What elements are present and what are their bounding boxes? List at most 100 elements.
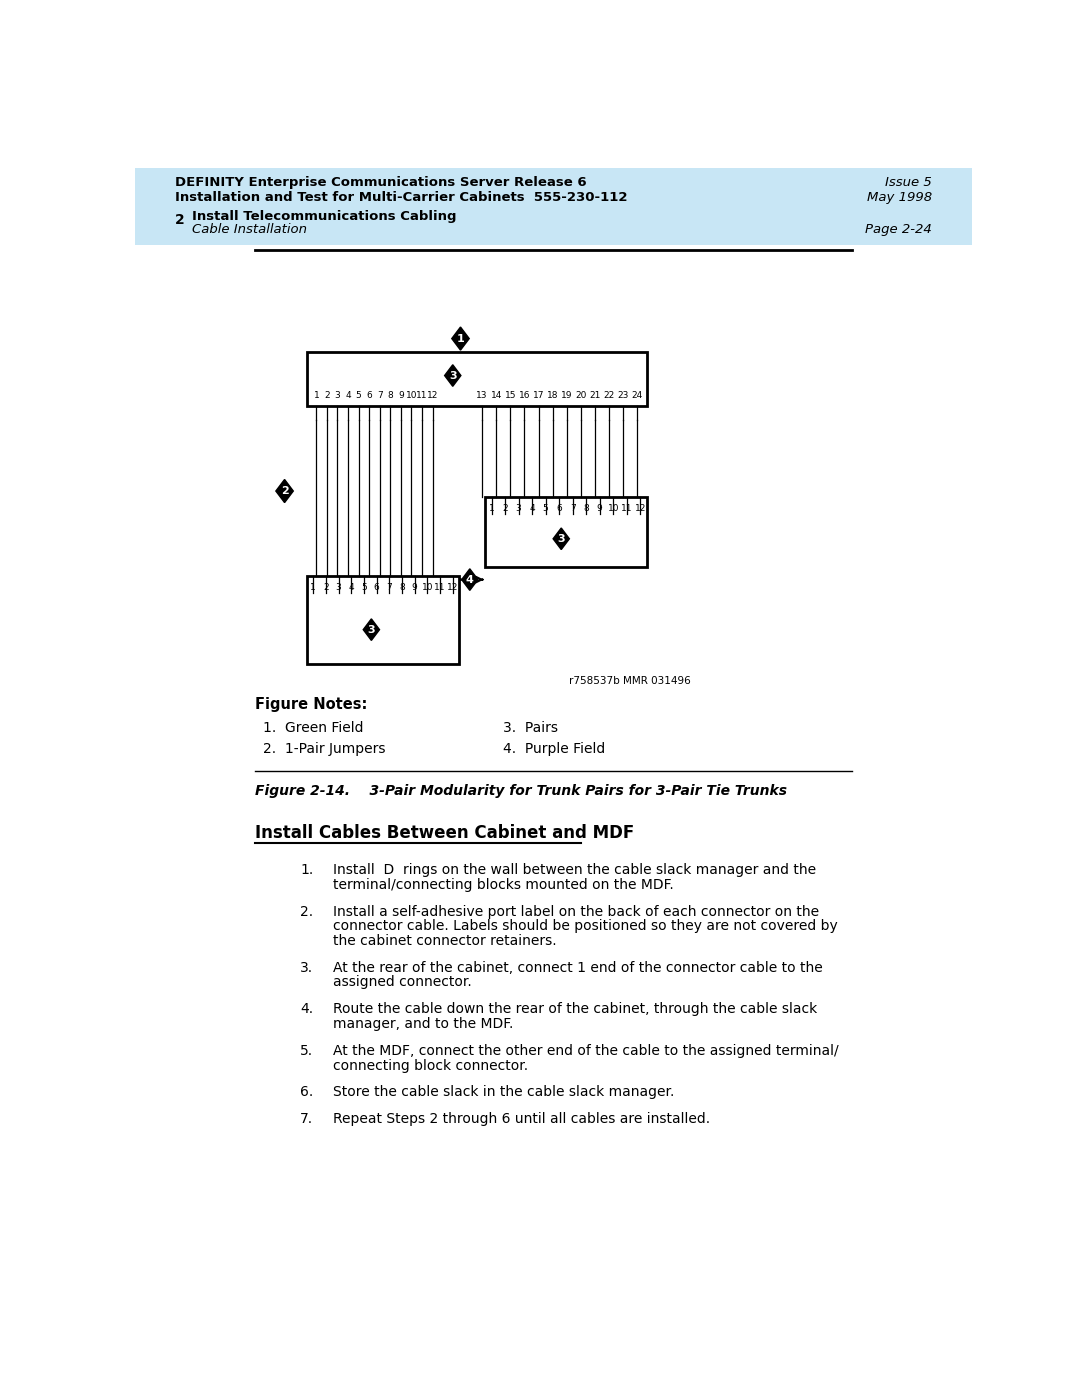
Text: 11: 11 bbox=[621, 504, 633, 513]
Text: 5: 5 bbox=[543, 504, 549, 513]
Text: Page 2-24: Page 2-24 bbox=[865, 222, 932, 236]
Text: Figure 2-14.    3-Pair Modularity for Trunk Pairs for 3-Pair Tie Trunks: Figure 2-14. 3-Pair Modularity for Trunk… bbox=[255, 784, 787, 799]
Text: 9: 9 bbox=[597, 504, 603, 513]
Text: 9: 9 bbox=[399, 391, 404, 400]
Text: r758537b MMR 031496: r758537b MMR 031496 bbox=[569, 676, 691, 686]
Text: 5: 5 bbox=[355, 391, 362, 400]
Text: 7: 7 bbox=[387, 583, 392, 592]
Text: connector cable. Labels should be positioned so they are not covered by: connector cable. Labels should be positi… bbox=[333, 919, 837, 933]
Text: 12: 12 bbox=[427, 391, 438, 400]
Text: 6: 6 bbox=[556, 504, 562, 513]
Text: Repeat Steps 2 through 6 until all cables are installed.: Repeat Steps 2 through 6 until all cable… bbox=[333, 1112, 710, 1126]
Text: 4: 4 bbox=[349, 583, 354, 592]
Text: 2: 2 bbox=[175, 212, 185, 226]
Text: 7: 7 bbox=[377, 391, 382, 400]
Text: 3: 3 bbox=[336, 583, 341, 592]
Text: 3: 3 bbox=[449, 370, 457, 380]
Text: 12: 12 bbox=[635, 504, 646, 513]
Polygon shape bbox=[461, 569, 478, 591]
Text: 10: 10 bbox=[607, 504, 619, 513]
Bar bbox=[307, 576, 459, 665]
Text: connecting block connector.: connecting block connector. bbox=[333, 1059, 528, 1073]
Text: Install  D  rings on the wall between the cable slack manager and the: Install D rings on the wall between the … bbox=[333, 863, 815, 877]
Text: 20: 20 bbox=[576, 391, 586, 400]
Text: 4: 4 bbox=[529, 504, 535, 513]
Text: 21: 21 bbox=[590, 391, 600, 400]
Text: 6.: 6. bbox=[300, 1085, 313, 1099]
Text: 3: 3 bbox=[335, 391, 340, 400]
Text: Install Cables Between Cabinet and MDF: Install Cables Between Cabinet and MDF bbox=[255, 824, 634, 842]
Text: 2.: 2. bbox=[300, 904, 313, 919]
Text: 19: 19 bbox=[561, 391, 572, 400]
Text: 8: 8 bbox=[583, 504, 589, 513]
Text: 7.: 7. bbox=[300, 1112, 313, 1126]
Text: 3: 3 bbox=[515, 504, 522, 513]
Text: Cable Installation: Cable Installation bbox=[192, 222, 308, 236]
Text: 3.  Pairs: 3. Pairs bbox=[503, 721, 558, 735]
Text: 7: 7 bbox=[570, 504, 576, 513]
Text: 15: 15 bbox=[504, 391, 516, 400]
Text: 2: 2 bbox=[323, 583, 328, 592]
Text: 10: 10 bbox=[406, 391, 417, 400]
Text: 11: 11 bbox=[416, 391, 428, 400]
Bar bbox=[307, 352, 647, 407]
Text: 1: 1 bbox=[457, 334, 464, 344]
Text: 8: 8 bbox=[400, 583, 405, 592]
Text: 16: 16 bbox=[518, 391, 530, 400]
Text: 5: 5 bbox=[361, 583, 367, 592]
Text: 3.: 3. bbox=[300, 961, 313, 975]
Text: 6: 6 bbox=[374, 583, 379, 592]
Text: 5.: 5. bbox=[300, 1044, 313, 1058]
Text: 17: 17 bbox=[532, 391, 544, 400]
Polygon shape bbox=[363, 619, 379, 640]
Text: 4.  Purple Field: 4. Purple Field bbox=[503, 742, 606, 756]
Text: Install a self-adhesive port label on the back of each connector on the: Install a self-adhesive port label on th… bbox=[333, 904, 819, 919]
Text: 22: 22 bbox=[604, 391, 615, 400]
Text: 14: 14 bbox=[490, 391, 502, 400]
Text: May 1998: May 1998 bbox=[866, 191, 932, 204]
Text: 4: 4 bbox=[465, 574, 474, 584]
Polygon shape bbox=[275, 479, 294, 503]
Polygon shape bbox=[445, 365, 461, 387]
Text: 18: 18 bbox=[546, 391, 558, 400]
Text: Installation and Test for Multi-Carrier Cabinets  555-230-112: Installation and Test for Multi-Carrier … bbox=[175, 191, 627, 204]
Text: 9: 9 bbox=[411, 583, 418, 592]
Text: manager, and to the MDF.: manager, and to the MDF. bbox=[333, 1017, 513, 1031]
Text: 1: 1 bbox=[313, 391, 320, 400]
Text: the cabinet connector retainers.: the cabinet connector retainers. bbox=[333, 933, 556, 947]
Text: 4: 4 bbox=[346, 391, 351, 400]
Polygon shape bbox=[451, 327, 469, 351]
Text: 1.: 1. bbox=[300, 863, 313, 877]
Text: 2: 2 bbox=[324, 391, 329, 400]
Text: 2: 2 bbox=[502, 504, 508, 513]
Text: terminal/connecting blocks mounted on the MDF.: terminal/connecting blocks mounted on th… bbox=[333, 877, 673, 891]
Text: 2: 2 bbox=[281, 486, 288, 496]
Bar bbox=[135, 168, 972, 211]
Text: 3: 3 bbox=[557, 534, 565, 543]
Text: assigned connector.: assigned connector. bbox=[333, 975, 471, 989]
Text: 6: 6 bbox=[366, 391, 373, 400]
Text: 2.  1-Pair Jumpers: 2. 1-Pair Jumpers bbox=[262, 742, 386, 756]
Text: Route the cable down the rear of the cabinet, through the cable slack: Route the cable down the rear of the cab… bbox=[333, 1002, 816, 1017]
Text: Figure Notes:: Figure Notes: bbox=[255, 697, 367, 712]
Text: 11: 11 bbox=[434, 583, 446, 592]
Text: At the MDF, connect the other end of the cable to the assigned terminal/: At the MDF, connect the other end of the… bbox=[333, 1044, 838, 1058]
Text: 3: 3 bbox=[367, 624, 375, 634]
Text: Issue 5: Issue 5 bbox=[885, 176, 932, 189]
Text: Store the cable slack in the cable slack manager.: Store the cable slack in the cable slack… bbox=[333, 1085, 674, 1099]
Text: 13: 13 bbox=[476, 391, 488, 400]
Text: 10: 10 bbox=[421, 583, 433, 592]
Text: 12: 12 bbox=[447, 583, 458, 592]
Text: 1: 1 bbox=[310, 583, 316, 592]
Polygon shape bbox=[553, 528, 569, 549]
Text: 24: 24 bbox=[632, 391, 643, 400]
Text: DEFINITY Enterprise Communications Server Release 6: DEFINITY Enterprise Communications Serve… bbox=[175, 176, 586, 189]
Text: At the rear of the cabinet, connect 1 end of the connector cable to the: At the rear of the cabinet, connect 1 en… bbox=[333, 961, 822, 975]
Text: 1: 1 bbox=[488, 504, 495, 513]
Text: 8: 8 bbox=[388, 391, 393, 400]
Text: 23: 23 bbox=[618, 391, 629, 400]
Text: 1.  Green Field: 1. Green Field bbox=[262, 721, 363, 735]
Text: Install Telecommunications Cabling: Install Telecommunications Cabling bbox=[192, 210, 457, 222]
Bar bbox=[135, 211, 972, 244]
Bar bbox=[485, 497, 647, 567]
